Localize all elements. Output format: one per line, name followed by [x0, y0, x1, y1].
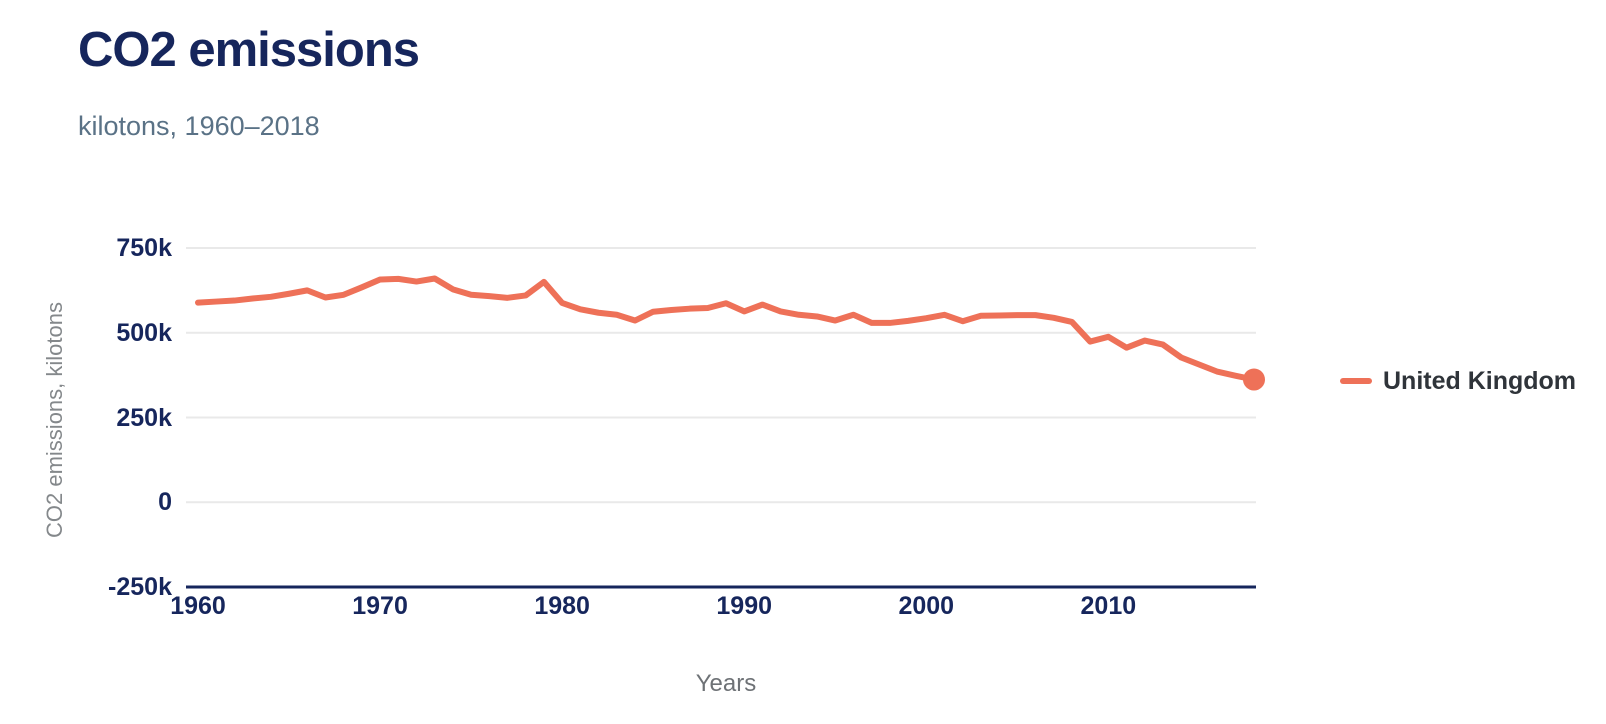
- series-line-united-kingdom: [195, 275, 1257, 383]
- series-end-dot: [1243, 368, 1265, 391]
- y-tick-750k: 750k: [116, 234, 172, 262]
- y-tick--250k: -250k: [108, 573, 172, 601]
- legend-label: United Kingdom: [1383, 366, 1577, 395]
- line-chart-plot: [186, 247, 1265, 589]
- x-tick-1970: 1970: [352, 592, 408, 620]
- x-axis-title: Years: [695, 670, 757, 697]
- y-tick-250k: 250k: [116, 403, 172, 432]
- y-tick-0: 0: [158, 488, 172, 517]
- chart-subtitle: kilotons, 1960–2018: [78, 111, 320, 141]
- x-tick-1980: 1980: [534, 592, 590, 620]
- chart-title: CO2 emissions: [78, 23, 420, 77]
- y-tick-500k: 500k: [116, 318, 172, 347]
- x-tick-2000: 2000: [898, 592, 955, 620]
- legend-line-swatch: [1340, 378, 1372, 384]
- x-tick-1990: 1990: [716, 592, 773, 620]
- legend: United Kingdom: [1340, 366, 1576, 396]
- x-tick-2010: 2010: [1080, 592, 1137, 620]
- x-tick-1960: 1960: [170, 592, 226, 620]
